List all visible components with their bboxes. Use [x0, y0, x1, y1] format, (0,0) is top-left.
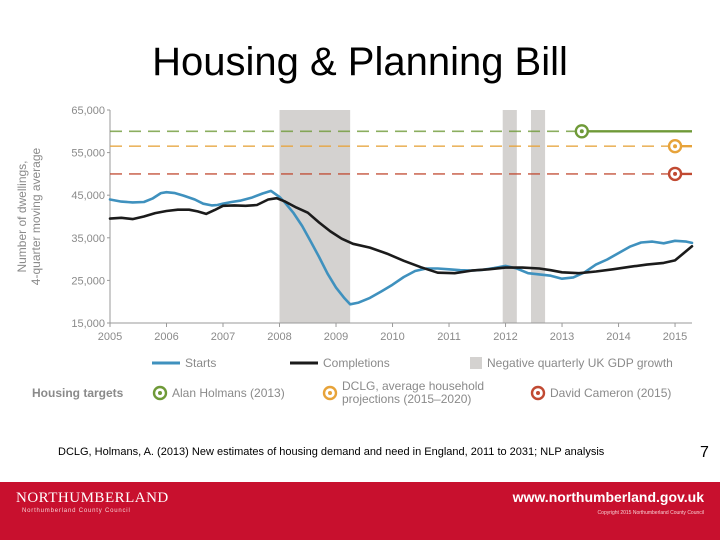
- y-tick-label: 65,000: [71, 105, 105, 117]
- target-marker-dot: [673, 144, 678, 149]
- housing-targets-label: Housing targets: [32, 386, 124, 400]
- x-tick-label: 2009: [324, 331, 348, 343]
- x-tick-label: 2012: [493, 331, 517, 343]
- x-tick-label: 2013: [550, 331, 574, 343]
- recession-band: [530, 110, 546, 323]
- target-marker-dot: [579, 129, 584, 134]
- target-marker-dot: [673, 171, 678, 176]
- brand-subtitle: Northumberland County Council: [22, 508, 131, 514]
- x-tick-label: 2005: [98, 331, 122, 343]
- recession-band: [502, 110, 517, 323]
- y-tick-label: 15,000: [71, 318, 105, 330]
- x-tick-label: 2015: [663, 331, 687, 343]
- legend-starts-label: Starts: [185, 356, 216, 370]
- legend-target-label: Alan Holmans (2013): [172, 386, 285, 400]
- page-number: 7: [700, 444, 709, 461]
- housing-chart: 15,000 25,000 35,000 45,000 55,000 65,000 2005…: [15, 105, 694, 406]
- legend-target-label: David Cameron (2015): [550, 386, 671, 400]
- legend-recession-swatch: [470, 357, 482, 369]
- x-tick-label: 2008: [267, 331, 291, 343]
- y-tick-label: 55,000: [71, 148, 105, 160]
- legend-target-marker-dot: [158, 391, 162, 395]
- footer-url-link[interactable]: www.northumberland.gov.uk: [512, 489, 704, 505]
- legend-target-marker-dot: [328, 391, 332, 395]
- x-tick-label: 2014: [606, 331, 630, 343]
- y-axis-label: 4-quarter moving average: [29, 147, 43, 285]
- y-tick-label: 35,000: [71, 233, 105, 245]
- slide-title: Housing & Planning Bill: [152, 40, 568, 84]
- legend-target-label: DCLG, average household: [342, 379, 484, 393]
- footer-bar: [0, 482, 720, 540]
- y-tick-label: 45,000: [71, 190, 105, 202]
- legend-completions-label: Completions: [323, 356, 390, 370]
- starts-line: [108, 189, 694, 306]
- x-tick-label: 2006: [154, 331, 178, 343]
- x-tick-label: 2010: [380, 331, 404, 343]
- northumberland-logo: NORTHUMBERLAND: [16, 490, 169, 506]
- x-tick-label: 2007: [211, 331, 235, 343]
- completions-line: [108, 196, 694, 275]
- y-axis-label: Number of dwellings,: [15, 160, 29, 272]
- source-caption: DCLG, Holmans, A. (2013) New estimates o…: [58, 446, 605, 458]
- legend-target-marker-dot: [536, 391, 540, 395]
- legend-target-label: projections (2015–2020): [342, 392, 471, 406]
- y-tick-label: 25,000: [71, 275, 105, 287]
- legend-recession-label: Negative quarterly UK GDP growth: [487, 356, 673, 370]
- footer-copyright: Copyright 2015 Northumberland County Cou…: [597, 510, 704, 516]
- x-tick-label: 2011: [437, 331, 461, 343]
